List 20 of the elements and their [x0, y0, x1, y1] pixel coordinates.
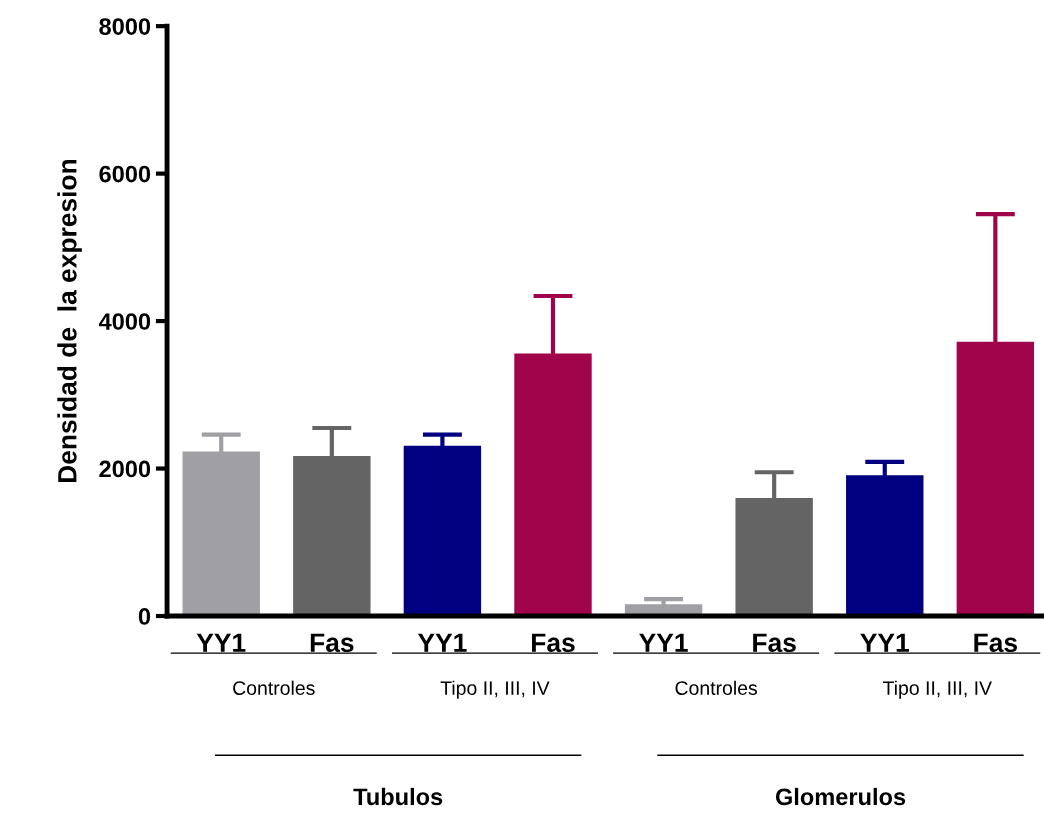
x-tick-label: YY1: [417, 633, 467, 652]
x-tick-label: YY1: [196, 633, 246, 652]
text: Glomerulos: [775, 787, 906, 806]
x-tick-label: Fas: [310, 633, 354, 653]
text: Controles: [675, 680, 758, 695]
y-tick-label: 0: [138, 608, 151, 625]
y-tick-label: 6000: [99, 165, 151, 183]
text: Tipo II, III, IV: [882, 680, 992, 699]
x-tick-label: YY1: [860, 633, 909, 652]
y-tick-label: 8000: [99, 18, 151, 35]
text: Controles: [233, 680, 315, 695]
x-tick-label: Fas: [974, 633, 1017, 653]
y-axis-title: Densidad de la expresion: [57, 159, 82, 483]
x-tick-label: Fas: [753, 633, 796, 653]
text: Tubulos: [353, 787, 443, 806]
text: Tipo II, III, IV: [440, 680, 550, 699]
y-tick-label: 4000: [98, 313, 151, 330]
x-tick-label: Fas: [532, 633, 575, 653]
y-tick-label: 2000: [99, 460, 151, 478]
x-tick-label: YY1: [639, 633, 688, 652]
